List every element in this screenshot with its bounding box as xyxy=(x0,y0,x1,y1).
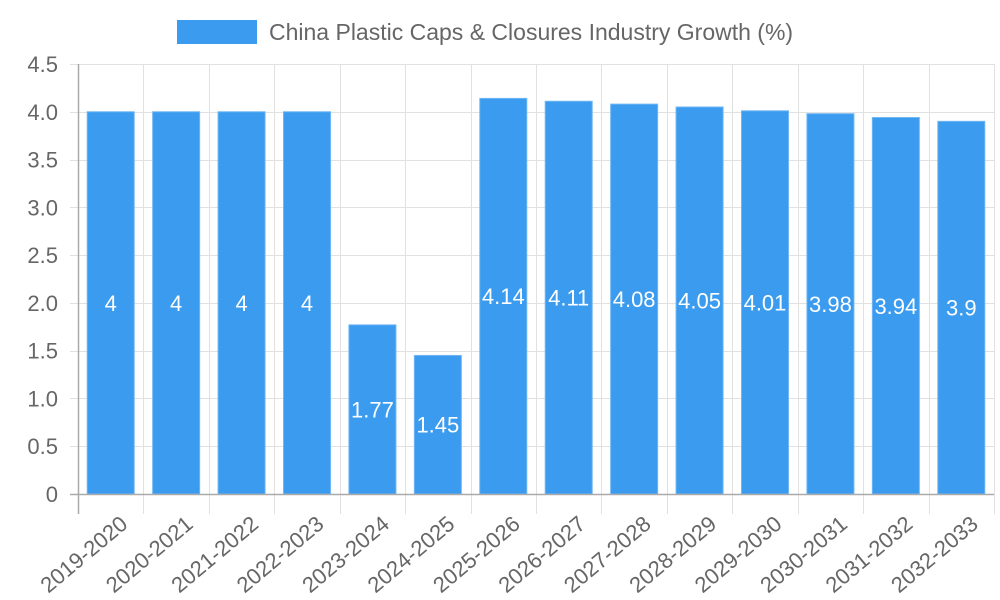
data-labels: 4 4 4 4 1.77 1.45 4.14 4.11 4.08 4.05 4.01 3.98 3.94… xyxy=(105,284,977,438)
bar[interactable] xyxy=(544,100,593,495)
data-label: 1.45 xyxy=(416,413,459,438)
bar[interactable] xyxy=(741,110,789,495)
bar[interactable] xyxy=(610,103,659,495)
data-label: 4.05 xyxy=(678,289,721,314)
bar[interactable] xyxy=(283,111,331,495)
bar[interactable] xyxy=(871,117,920,495)
legend-swatch[interactable] xyxy=(177,20,257,44)
bar[interactable] xyxy=(413,354,462,495)
y-tick-label: 4.0 xyxy=(27,100,58,125)
y-tick-label: 1.5 xyxy=(27,339,58,364)
bar[interactable] xyxy=(152,111,201,495)
grid-lines xyxy=(70,64,995,514)
bar[interactable] xyxy=(348,324,397,495)
y-tick-label: 2.5 xyxy=(27,243,58,268)
bar[interactable] xyxy=(86,111,135,495)
chart-legend: China Plastic Caps & Closures Industry G… xyxy=(0,18,1000,48)
data-label: 4.01 xyxy=(744,290,787,315)
x-axis-tick-labels: 2019-20202020-20212021-20222022-20232023… xyxy=(36,511,983,598)
data-label: 4 xyxy=(301,291,313,316)
y-tick-label: 3.0 xyxy=(27,195,58,220)
data-label: 4.11 xyxy=(548,286,589,311)
bar[interactable] xyxy=(675,106,724,495)
bars xyxy=(86,97,986,495)
bar[interactable] xyxy=(937,120,986,495)
data-label: 3.98 xyxy=(809,292,852,317)
data-label: 4 xyxy=(170,291,182,316)
data-label: 4 xyxy=(235,291,247,316)
y-tick-label: 4.5 xyxy=(27,52,58,77)
y-tick-label: 2.0 xyxy=(27,291,58,316)
data-label: 4.14 xyxy=(482,284,525,309)
data-label: 1.77 xyxy=(351,397,394,422)
y-tick-label: 3.5 xyxy=(27,148,58,173)
bar[interactable] xyxy=(479,97,528,495)
y-tick-label: 0 xyxy=(46,482,58,507)
bar[interactable] xyxy=(217,111,266,495)
bar[interactable] xyxy=(806,113,855,495)
y-tick-label: 1.0 xyxy=(27,386,58,411)
data-label: 3.9 xyxy=(946,296,977,321)
data-label: 3.94 xyxy=(874,294,917,319)
legend-label[interactable]: China Plastic Caps & Closures Industry G… xyxy=(269,19,794,45)
data-label: 4.08 xyxy=(613,287,656,312)
y-tick-label: 0.5 xyxy=(27,434,58,459)
data-label: 4 xyxy=(105,291,117,316)
axes xyxy=(70,64,994,514)
y-axis-tick-labels: 0 0.5 1.0 1.5 2.0 2.5 3.0 3.5 4.0 4.5 xyxy=(27,52,58,507)
